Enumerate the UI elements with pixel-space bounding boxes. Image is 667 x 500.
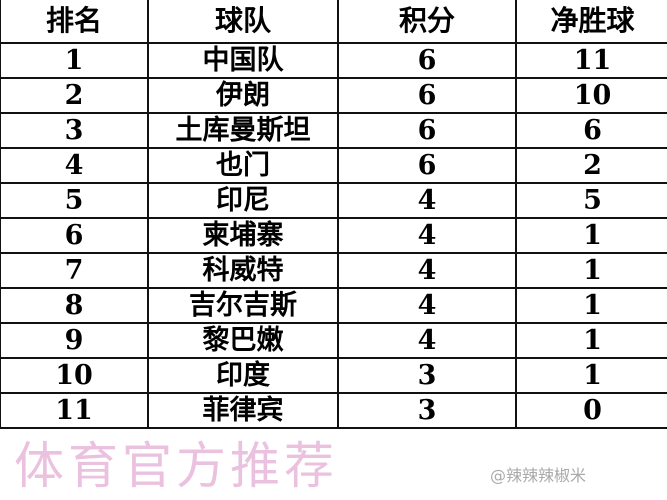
header-points: 积分 bbox=[337, 0, 517, 44]
cell-points: 3 bbox=[337, 392, 517, 429]
table-row: 5 印尼 4 5 bbox=[0, 182, 667, 219]
cell-rank: 5 bbox=[0, 182, 149, 219]
cell-goal-diff: 5 bbox=[515, 182, 667, 219]
table-row: 9 黎巴嫩 4 1 bbox=[0, 322, 667, 359]
cell-team: 伊朗 bbox=[147, 77, 339, 114]
cell-goal-diff: 1 bbox=[515, 357, 667, 394]
cell-team: 科威特 bbox=[147, 252, 339, 289]
cell-team: 也门 bbox=[147, 147, 339, 184]
table-body: 1 中国队 6 11 2 伊朗 6 10 3 土库曼斯坦 6 6 4 也门 6 2 5 印尼 4 5 6 柬埔寨 4 1 7 科威… bbox=[0, 42, 667, 429]
cell-rank: 6 bbox=[0, 217, 149, 254]
cell-goal-diff: 1 bbox=[515, 217, 667, 254]
cell-points: 4 bbox=[337, 287, 517, 324]
cell-rank: 9 bbox=[0, 322, 149, 359]
cell-points: 6 bbox=[337, 77, 517, 114]
cell-rank: 8 bbox=[0, 287, 149, 324]
header-row: 排名 球队 积分 净胜球 bbox=[0, 0, 667, 44]
watermark: 体育官方推荐 bbox=[14, 437, 338, 495]
table-row: 3 土库曼斯坦 6 6 bbox=[0, 112, 667, 149]
cell-team: 吉尔吉斯 bbox=[147, 287, 339, 324]
cell-rank: 3 bbox=[0, 112, 149, 149]
cell-goal-diff: 1 bbox=[515, 322, 667, 359]
cell-rank: 1 bbox=[0, 42, 149, 79]
cell-goal-diff: 2 bbox=[515, 147, 667, 184]
cell-points: 4 bbox=[337, 252, 517, 289]
cell-points: 6 bbox=[337, 112, 517, 149]
cell-team: 中国队 bbox=[147, 42, 339, 79]
cell-points: 4 bbox=[337, 322, 517, 359]
cell-rank: 10 bbox=[0, 357, 149, 394]
cell-rank: 2 bbox=[0, 77, 149, 114]
cell-team: 菲律宾 bbox=[147, 392, 339, 429]
cell-points: 6 bbox=[337, 42, 517, 79]
cell-team: 印尼 bbox=[147, 182, 339, 219]
cell-rank: 4 bbox=[0, 147, 149, 184]
cell-points: 3 bbox=[337, 357, 517, 394]
table-row: 8 吉尔吉斯 4 1 bbox=[0, 287, 667, 324]
cell-team: 柬埔寨 bbox=[147, 217, 339, 254]
standings-table: 排名 球队 积分 净胜球 1 中国队 6 11 2 伊朗 6 10 3 土库曼斯坦 6 6 4 也门 6 2 5 印尼 4… bbox=[0, 0, 667, 429]
cell-team: 印度 bbox=[147, 357, 339, 394]
cell-goal-diff: 1 bbox=[515, 252, 667, 289]
cell-team: 黎巴嫩 bbox=[147, 322, 339, 359]
table-row: 6 柬埔寨 4 1 bbox=[0, 217, 667, 254]
table-row: 7 科威特 4 1 bbox=[0, 252, 667, 289]
header-rank: 排名 bbox=[0, 0, 149, 44]
header-team: 球队 bbox=[147, 0, 339, 44]
table-row: 1 中国队 6 11 bbox=[0, 42, 667, 79]
credit-watermark: @辣辣辣椒米 bbox=[490, 466, 587, 485]
cell-points: 4 bbox=[337, 182, 517, 219]
cell-points: 4 bbox=[337, 217, 517, 254]
table-row: 4 也门 6 2 bbox=[0, 147, 667, 184]
cell-team: 土库曼斯坦 bbox=[147, 112, 339, 149]
cell-rank: 11 bbox=[0, 392, 149, 429]
cell-goal-diff: 0 bbox=[515, 392, 667, 429]
cell-goal-diff: 6 bbox=[515, 112, 667, 149]
cell-points: 6 bbox=[337, 147, 517, 184]
table-row: 2 伊朗 6 10 bbox=[0, 77, 667, 114]
cell-rank: 7 bbox=[0, 252, 149, 289]
table-row: 10 印度 3 1 bbox=[0, 357, 667, 394]
table-row: 11 菲律宾 3 0 bbox=[0, 392, 667, 429]
header-goal-diff: 净胜球 bbox=[515, 0, 667, 44]
cell-goal-diff: 10 bbox=[515, 77, 667, 114]
cell-goal-diff: 1 bbox=[515, 287, 667, 324]
cell-goal-diff: 11 bbox=[515, 42, 667, 79]
